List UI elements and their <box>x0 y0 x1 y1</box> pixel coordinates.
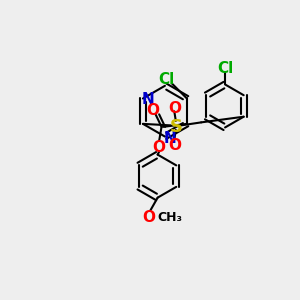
Text: O: O <box>168 138 181 153</box>
Text: O: O <box>168 101 181 116</box>
Text: N: N <box>164 130 177 146</box>
Text: O: O <box>153 140 166 155</box>
Text: Cl: Cl <box>158 72 174 87</box>
Text: CH₃: CH₃ <box>158 211 183 224</box>
Text: O: O <box>146 103 159 118</box>
Text: S: S <box>169 118 182 136</box>
Text: Cl: Cl <box>217 61 233 76</box>
Text: O: O <box>142 210 155 225</box>
Text: N: N <box>142 92 155 107</box>
